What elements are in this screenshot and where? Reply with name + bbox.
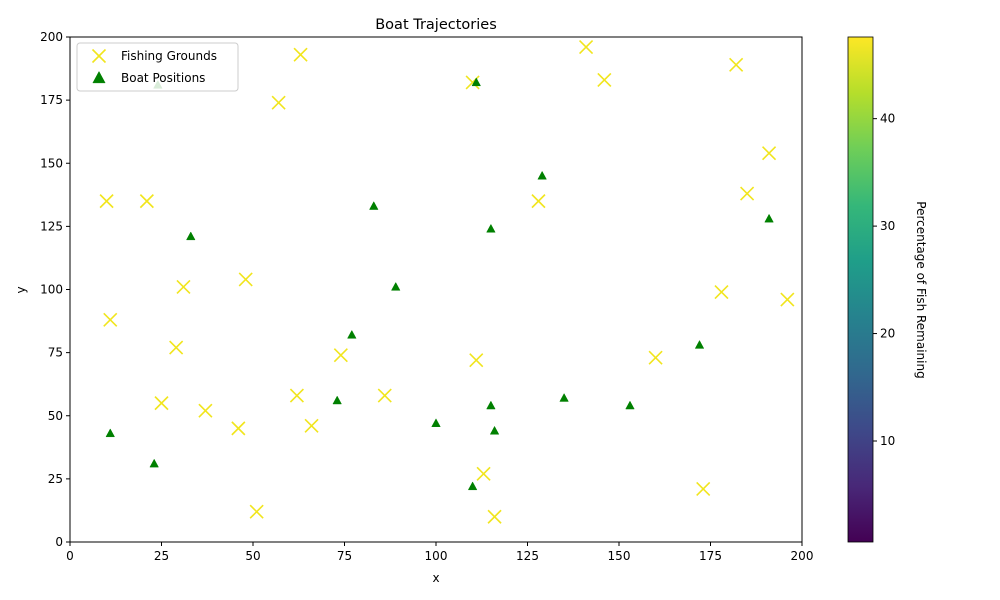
- x-tick-label: 25: [154, 549, 169, 563]
- fishing-ground-point: [780, 292, 795, 307]
- boat-position-point: [625, 400, 635, 410]
- legend-triangle-icon: [92, 70, 106, 84]
- boat-position-point: [431, 418, 441, 427]
- colorbar-tick-label: 10: [880, 434, 895, 448]
- fishing-ground-point: [176, 279, 191, 295]
- boat-position-point: [764, 213, 774, 223]
- fishing-ground-point: [289, 388, 304, 403]
- fishing-ground-point: [238, 272, 253, 287]
- fishing-ground-point: [469, 353, 484, 368]
- boat-position-point: [186, 231, 196, 241]
- fishing-ground-point: [293, 47, 308, 62]
- colorbar: [847, 36, 874, 543]
- x-axis-label: x: [432, 571, 439, 585]
- y-axis-label: y: [14, 286, 28, 293]
- y-tick-label: 0: [55, 535, 63, 549]
- legend: Fishing Grounds Boat Positions: [76, 42, 239, 92]
- fishing-ground-point: [476, 466, 491, 481]
- boat-position-point: [105, 428, 115, 438]
- legend-marker-boat-positions: [92, 70, 106, 84]
- boat-position-point: [489, 425, 500, 435]
- fishing-ground-point: [487, 509, 502, 524]
- colorbar-tick-label: 30: [880, 219, 895, 233]
- colorbar-tick-label: 40: [880, 112, 895, 126]
- boat-position-point: [486, 223, 496, 233]
- x-tick-label: 50: [245, 549, 260, 563]
- legend-marker-fishing-grounds: [91, 48, 107, 64]
- y-tick-label: 25: [48, 472, 63, 486]
- fishing-ground-point: [465, 75, 480, 90]
- colorbar-label: Percentage of Fish Remaining: [914, 201, 928, 378]
- y-tick-label: 75: [48, 346, 63, 360]
- y-axis-ticks: 0 25 50 75 100 125 150 175 200: [40, 30, 70, 549]
- fishing-ground-point: [740, 186, 755, 201]
- chart-title: Boat Trajectories: [375, 17, 497, 33]
- fishing-ground-point: [231, 421, 246, 436]
- boat-position-point: [537, 170, 547, 180]
- fishing-ground-point: [154, 396, 169, 411]
- boat-position-point: [149, 458, 159, 468]
- fishing-ground-point: [696, 481, 711, 497]
- legend-box: [76, 42, 239, 92]
- fishing-ground-point: [648, 350, 663, 365]
- fishing-ground-point: [578, 40, 594, 55]
- boat-position-point: [694, 340, 705, 349]
- fishing-ground-point: [531, 194, 546, 209]
- legend-x-icon: [91, 48, 107, 64]
- fishing-ground-point: [249, 504, 264, 519]
- x-tick-label: 0: [66, 549, 74, 563]
- x-tick-label: 175: [699, 549, 722, 563]
- legend-label-boat-positions: Boat Positions: [121, 71, 205, 85]
- y-tick-label: 150: [40, 156, 63, 170]
- fishing-ground-point: [169, 340, 184, 355]
- boat-position-point: [486, 400, 496, 410]
- y-tick-label: 125: [40, 219, 63, 233]
- y-tick-label: 175: [40, 93, 63, 107]
- fishing-ground-point: [271, 95, 286, 110]
- boat-position-point: [467, 481, 478, 491]
- x-tick-label: 125: [516, 549, 539, 563]
- boat-position-point: [391, 281, 401, 291]
- y-tick-label: 100: [40, 283, 63, 297]
- x-axis-ticks: 0 25 50 75 100 125 150 175 200: [66, 542, 813, 563]
- y-tick-label: 200: [40, 30, 63, 44]
- fishing-ground-point: [333, 348, 348, 363]
- plot-area: [70, 37, 802, 542]
- colorbar-tick-label: 20: [880, 327, 895, 341]
- marks-layer: [99, 40, 795, 524]
- y-tick-label: 50: [48, 409, 63, 423]
- fishing-ground-point: [139, 194, 154, 209]
- fishing-ground-point: [714, 284, 729, 300]
- x-tick-label: 100: [425, 549, 448, 563]
- fishing-ground-point: [103, 312, 118, 327]
- x-tick-label: 200: [791, 549, 814, 563]
- fishing-ground-point: [377, 388, 392, 403]
- x-tick-label: 150: [608, 549, 631, 563]
- boat-position-point: [471, 77, 481, 87]
- x-tick-label: 75: [337, 549, 352, 563]
- boat-position-point: [332, 395, 342, 405]
- boat-position-point: [347, 329, 357, 339]
- colorbar-ticks: 10 20 30 40: [873, 112, 895, 448]
- fishing-ground-point: [729, 57, 744, 72]
- legend-label-fishing-grounds: Fishing Grounds: [121, 49, 217, 63]
- fishing-ground-point: [761, 146, 777, 161]
- fishing-ground-point: [198, 403, 213, 418]
- boat-position-point: [369, 201, 379, 210]
- fishing-ground-point: [99, 194, 114, 209]
- fishing-ground-point: [304, 418, 319, 433]
- boat-position-point: [559, 393, 569, 402]
- fishing-ground-point: [597, 72, 612, 87]
